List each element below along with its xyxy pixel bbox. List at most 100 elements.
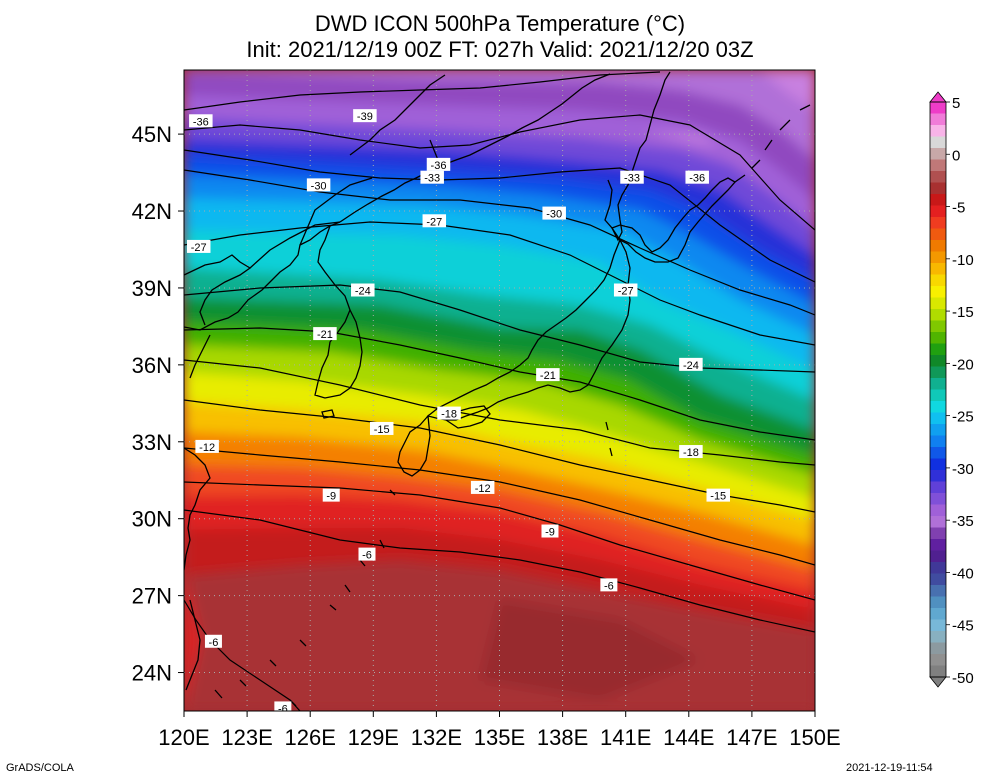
- svg-text:-6: -6: [278, 703, 288, 715]
- colorbar-label: -40: [952, 565, 974, 582]
- isotherm--15: [184, 399, 815, 513]
- svg-text:-18: -18: [441, 409, 457, 421]
- isotherm--12: [184, 447, 815, 566]
- lat-tick-label: 27N: [132, 584, 172, 609]
- lon-tick-label: 147E: [726, 725, 777, 750]
- korea-coast: [184, 221, 363, 399]
- svg-text:-15: -15: [710, 491, 726, 503]
- colorbar-swatch: [930, 493, 946, 505]
- svg-text:-36: -36: [193, 116, 209, 128]
- lon-tick-label: 129E: [348, 725, 399, 750]
- colorbar-swatch: [930, 320, 946, 333]
- isotherm-label: -33: [620, 170, 644, 185]
- colorbar-swatch: [930, 182, 946, 195]
- colorbar-swatch: [930, 113, 946, 126]
- colorbar-label: 5: [952, 95, 960, 112]
- isotherm--24: [184, 284, 815, 373]
- colorbar-swatch: [930, 470, 946, 482]
- isotherm-label: -27: [422, 214, 447, 228]
- isotherm--27: [184, 221, 815, 346]
- colorbar-label: -30: [952, 461, 974, 478]
- isotherm-label: -6: [600, 578, 618, 592]
- colorbar-swatch: [930, 159, 946, 172]
- svg-text:-6: -6: [604, 580, 614, 592]
- svg-text:-30: -30: [546, 209, 562, 221]
- colorbar-swatch: [930, 412, 946, 425]
- svg-text:-24: -24: [355, 286, 371, 298]
- isotherm--6b: [184, 599, 301, 711]
- inland-borders: [249, 74, 446, 269]
- isotherm-label: -12: [195, 439, 219, 454]
- colorbar-min-arrow: [929, 676, 947, 688]
- isotherm-label: -6: [274, 701, 292, 715]
- colorbar-swatch: [930, 251, 946, 264]
- colorbar-swatch: [930, 125, 946, 137]
- isotherm-label: -30: [542, 206, 566, 221]
- colorbar-swatch: [930, 516, 946, 528]
- colorbar-swatch: [930, 435, 946, 448]
- lat-tick-label: 42N: [132, 199, 172, 224]
- isotherm--33: [184, 149, 815, 283]
- colorbar-swatch: [930, 642, 946, 655]
- colorbar-swatch: [930, 309, 946, 321]
- colorbar-swatch: [930, 527, 946, 540]
- isotherm-label: -36: [189, 114, 213, 128]
- isotherm-label: -39: [353, 109, 377, 123]
- colorbar-swatch: [930, 171, 946, 183]
- isotherm-label: -6: [358, 547, 376, 562]
- colorbar-frame: [929, 101, 947, 678]
- isotherm-label: -27: [186, 239, 211, 254]
- colorbar-swatch: [930, 217, 946, 229]
- colorbar-label: -50: [952, 670, 974, 687]
- isotherm--9: [184, 481, 815, 601]
- russia-coast: [339, 73, 611, 223]
- colorbar-swatch: [930, 585, 946, 597]
- colorbar-swatch: [930, 355, 946, 367]
- colorbar-swatch: [930, 228, 946, 241]
- map-axes: 120E 123E 126E 129E 132E 135E 138E 141E 144E 147E…: [132, 122, 841, 750]
- svg-text:-12: -12: [199, 442, 215, 454]
- colorbar-swatch: [930, 102, 946, 114]
- lat-tick-label: 30N: [132, 507, 172, 532]
- svg-text:-39: -39: [357, 111, 373, 123]
- colorbar-swatch: [930, 504, 946, 517]
- colorbar-swatch: [930, 332, 946, 344]
- isotherm-label: -24: [351, 283, 375, 298]
- svg-text:-36: -36: [689, 173, 705, 185]
- colorbar-swatch: [930, 562, 946, 574]
- colorbar-swatch: [930, 631, 946, 643]
- isotherm-label: -9: [322, 488, 340, 503]
- isotherm-label: -21: [536, 368, 560, 382]
- isotherm-label: -27: [613, 283, 638, 298]
- honshu-coast: [426, 238, 631, 421]
- isotherm-label: -18: [437, 406, 461, 421]
- kuril-islands: [734, 104, 811, 183]
- svg-text:-12: -12: [475, 483, 491, 495]
- lon-tick-label: 123E: [221, 725, 272, 750]
- svg-text:-21: -21: [540, 370, 556, 382]
- isotherm-labels: -36 -39-36-33 -33 -36-30-30-27-27-24 -27-21-…: [186, 109, 730, 715]
- lon-tick-label: 141E: [600, 725, 651, 750]
- colorbar-swatch: [930, 447, 946, 459]
- lat-tick-label: 24N: [132, 661, 172, 686]
- lat-tick-label: 33N: [132, 430, 172, 455]
- colorbar-label: -25: [952, 409, 974, 426]
- svg-text:-6: -6: [362, 550, 372, 562]
- izu-islands: [605, 421, 613, 457]
- isotherm--39: [184, 71, 661, 111]
- lat-tick-label: 45N: [132, 122, 172, 147]
- colorbar-swatch: [930, 596, 946, 609]
- colorbar-swatch: [930, 539, 946, 551]
- svg-text:-24: -24: [683, 360, 699, 372]
- isotherm-label: -15: [369, 421, 394, 436]
- lat-tick-label: 39N: [132, 276, 172, 301]
- colorbar-label: -45: [952, 618, 974, 635]
- colorbar-swatch: [930, 274, 946, 287]
- isotherm--36a: [184, 114, 815, 231]
- colorbar-label: -35: [952, 513, 974, 530]
- colorbar-swatch: [930, 297, 946, 310]
- colorbar-swatch: [930, 481, 946, 494]
- colorbar-swatch: [930, 550, 946, 563]
- svg-text:-9: -9: [326, 491, 336, 503]
- map-subtitle: Init: 2021/12/19 00Z FT: 027h Valid: 202…: [246, 37, 754, 62]
